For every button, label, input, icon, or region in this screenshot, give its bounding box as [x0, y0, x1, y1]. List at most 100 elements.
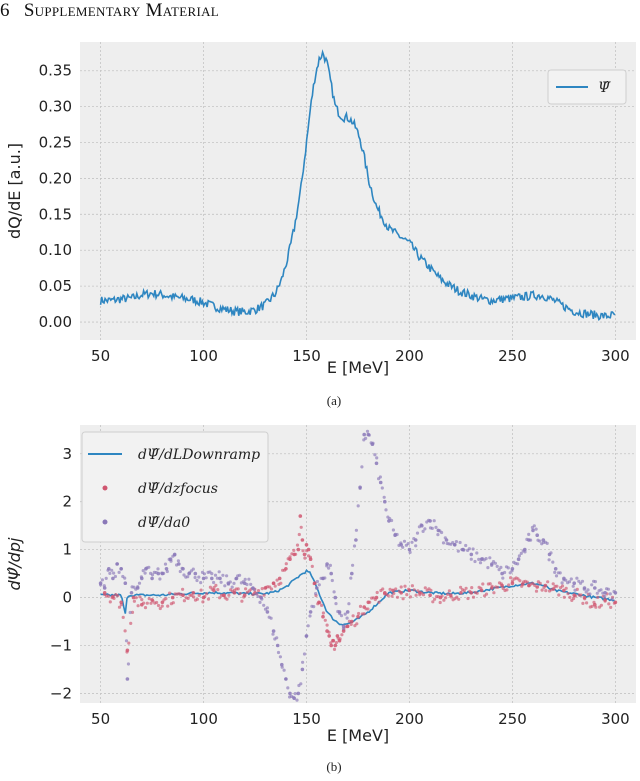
- y-tick-label: 3: [62, 445, 72, 463]
- scatter-point: [132, 599, 136, 603]
- scatter-point: [609, 605, 613, 610]
- data-point: [345, 624, 350, 629]
- scatter-point: [127, 641, 131, 645]
- scatter-point: [205, 592, 209, 596]
- scatter-point: [171, 601, 175, 605]
- scatter-point: [433, 597, 437, 601]
- data-point: [358, 485, 362, 490]
- scatter-point: [555, 584, 559, 588]
- data-point: [150, 576, 154, 581]
- data-point: [354, 538, 358, 542]
- scatter-point: [314, 592, 318, 596]
- scatter-point: [247, 577, 251, 581]
- scatter-point: [380, 486, 384, 490]
- scatter-point: [481, 582, 485, 586]
- scatter-point: [421, 593, 426, 597]
- y-tick-label: 0.10: [39, 241, 72, 259]
- data-point: [547, 552, 552, 557]
- scatter-point: [202, 572, 206, 576]
- scatter-point: [606, 587, 611, 591]
- data-point: [523, 547, 527, 552]
- x-axis-label: E [MeV]: [327, 726, 389, 745]
- scatter-point: [349, 576, 353, 580]
- scatter-point: [212, 585, 216, 590]
- scatter-point: [475, 551, 479, 555]
- x-tick-label: 250: [498, 347, 527, 365]
- data-point: [383, 499, 387, 504]
- scatter-point: [275, 578, 279, 582]
- data-point: [527, 538, 531, 542]
- scatter-point: [403, 584, 407, 588]
- scatter-point: [343, 612, 347, 616]
- scatter-point: [488, 582, 492, 586]
- scatter-point: [402, 539, 407, 543]
- data-point: [102, 591, 107, 595]
- scatter-point: [117, 605, 122, 609]
- scatter-point: [308, 614, 312, 618]
- scatter-point: [106, 594, 110, 598]
- scatter-point: [195, 578, 199, 583]
- scatter-point: [579, 593, 583, 597]
- scatter-point: [545, 541, 549, 546]
- scatter-point: [442, 598, 446, 602]
- scatter-point: [455, 595, 459, 599]
- data-point: [160, 600, 165, 605]
- scatter-point: [238, 573, 242, 577]
- scatter-point: [230, 585, 234, 589]
- scatter-point: [256, 589, 261, 593]
- scatter-point: [533, 583, 537, 588]
- scatter-point: [334, 641, 338, 645]
- legend-entry: dΨ̂/da0: [138, 515, 190, 531]
- scatter-point: [607, 602, 611, 606]
- data-point: [201, 595, 206, 600]
- data-point: [469, 591, 474, 595]
- scatter-point: [164, 597, 168, 601]
- data-point: [265, 610, 270, 614]
- scatter-point: [378, 475, 382, 479]
- scatter-point: [214, 583, 218, 588]
- scatter-point: [339, 614, 344, 618]
- legend-entry: Ψ̂: [598, 80, 611, 96]
- scatter-point: [560, 584, 565, 588]
- data-point: [271, 629, 276, 633]
- data-point: [341, 629, 346, 633]
- data-point: [284, 567, 288, 571]
- scatter-point: [375, 590, 379, 595]
- figure-caption: (b): [326, 759, 341, 774]
- scatter-point: [464, 586, 468, 590]
- data-point: [140, 602, 144, 607]
- scatter-point: [572, 596, 576, 601]
- scatter-point: [585, 601, 589, 605]
- scatter-point: [569, 577, 573, 581]
- scatter-point: [124, 639, 129, 643]
- scatter-point: [143, 571, 147, 575]
- scatter-point: [564, 586, 568, 590]
- scatter-point: [382, 495, 386, 499]
- scatter-point: [384, 508, 388, 512]
- series-0: [99, 49, 616, 321]
- data-point: [438, 595, 443, 600]
- scatter-point: [128, 610, 132, 615]
- scatter-point: [438, 600, 442, 605]
- page-header: 6 Supplementary Material: [0, 0, 219, 22]
- y-tick-label: 0.00: [39, 313, 72, 331]
- scatter-point: [123, 576, 127, 580]
- scatter-point: [390, 594, 394, 598]
- scatter-point: [332, 590, 336, 594]
- y-tick-label: 0.15: [39, 205, 72, 223]
- data-point: [304, 543, 309, 547]
- scatter-point: [347, 602, 351, 606]
- scatter-point: [493, 561, 497, 565]
- scatter-point: [197, 593, 201, 598]
- scatter-point: [262, 593, 266, 597]
- scatter-point: [293, 692, 297, 696]
- data-point: [329, 643, 334, 648]
- data-point: [296, 691, 301, 696]
- scatter-point: [351, 563, 355, 567]
- scatter-point: [206, 597, 211, 601]
- data-point: [156, 571, 161, 576]
- scatter-point: [328, 563, 332, 568]
- scatter-point: [325, 623, 329, 627]
- data-point: [242, 593, 247, 597]
- data-point: [222, 593, 226, 597]
